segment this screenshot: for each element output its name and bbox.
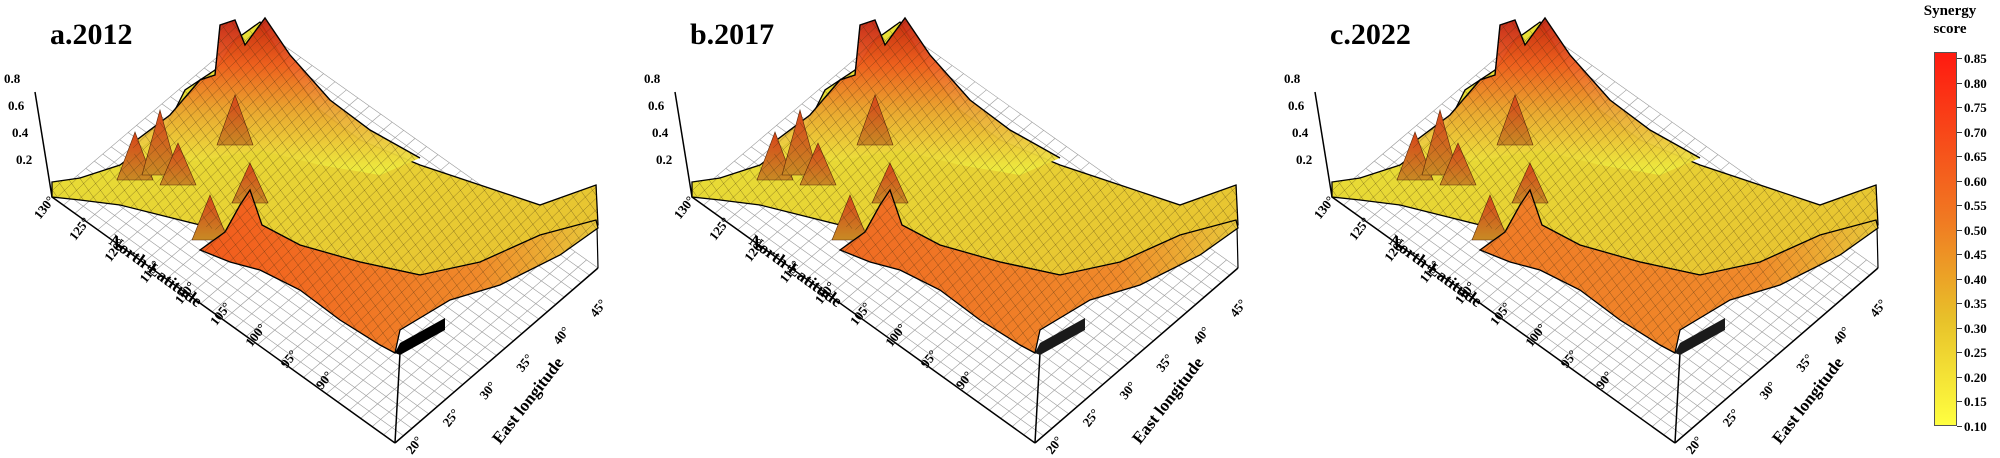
z-tick-label: 0.8 (1284, 71, 1301, 86)
lon-tick-label: 40° (550, 324, 573, 348)
colorbar-tick-mark (1957, 254, 1962, 256)
z-tick-label: 0.2 (1296, 152, 1312, 167)
colorbar-tick-mark (1957, 278, 1962, 280)
colorbar-tick-label: 0.15 (1964, 394, 1987, 410)
z-tick-label: 0.2 (16, 152, 32, 167)
colorbar-tick-mark (1957, 327, 1962, 329)
colorbar-tick-mark (1957, 107, 1962, 109)
lon-tick-label: 35° (1153, 351, 1176, 375)
legend-title-line1: Synergy (1923, 3, 1977, 19)
z-tick-label: 0.2 (656, 152, 672, 167)
z-axis-ticks: 0.8 0.6 0.4 0.2 (1284, 71, 1312, 167)
lon-tick-label: 35° (513, 351, 536, 375)
colorbar-tick-label: 0.40 (1964, 271, 1987, 287)
surface-plot: 0.80.60.40.2130°125°120°115°110°105°100°… (1284, 16, 1890, 457)
z-tick-label: 0.4 (652, 125, 669, 140)
lon-tick-label: 25° (1719, 406, 1742, 430)
z-tick-label: 0.6 (8, 98, 25, 113)
surface-plot: 0.80.60.40.2130°125°120°115°110°105°100°… (4, 16, 610, 457)
colorbar-tick-mark (1957, 229, 1962, 231)
z-tick-label: 0.6 (1288, 98, 1305, 113)
lon-tick-label: 30° (1116, 378, 1139, 402)
lon-tick-label: 35° (1793, 351, 1816, 375)
colorbar-tick-label: 0.25 (1964, 345, 1987, 361)
colorbar-tick-label: 0.75 (1964, 100, 1987, 116)
colorbar-tick-mark (1957, 426, 1962, 427)
colorbar-tick-mark (1957, 376, 1962, 378)
panel-a-2012: a.2012 0.8 0.6 0.4 0.2 130° 125° 120° 115° 110° 10… (0, 0, 640, 458)
legend-title-line2: score (1933, 21, 1967, 37)
panel-title: c.2022 (1330, 18, 1411, 51)
colorbar-tick-label: 0.20 (1964, 369, 1987, 385)
z-axis-ticks: 0.8 0.6 0.4 0.2 (4, 71, 32, 167)
z-tick-label: 0.4 (12, 125, 29, 140)
lon-tick-label: 20° (1043, 433, 1066, 457)
lon-tick-label: 30° (476, 378, 499, 402)
z-tick-label: 0.6 (648, 98, 665, 113)
lon-tick-label: 40° (1830, 324, 1853, 348)
colorbar-tick-mark (1957, 82, 1962, 84)
lon-tick-label: 20° (1683, 433, 1706, 457)
colorbar-tick-label: 0.50 (1964, 222, 1987, 238)
colorbar-tick-label: 0.80 (1964, 75, 1987, 91)
panel-title: b.2017 (690, 18, 775, 51)
colorbar-tick-label: 0.45 (1964, 247, 1987, 263)
colorbar-tick-mark (1957, 205, 1962, 207)
lon-tick-label: 20° (403, 433, 426, 457)
colorbar-tick-label: 0.55 (1964, 198, 1987, 214)
colorbar-tick-label: 0.10 (1964, 419, 1987, 434)
colorbar-tick-mark (1957, 180, 1962, 182)
z-tick-label: 0.8 (644, 71, 661, 86)
legend-title: Synergy score (1900, 2, 2000, 38)
colorbar-tick-mark (1957, 352, 1962, 354)
colorbar-tick-mark (1957, 303, 1962, 305)
colorbar-tick-label: 0.85 (1964, 51, 1987, 66)
colorbar-tick-mark (1957, 58, 1962, 59)
z-tick-label: 0.8 (4, 71, 21, 86)
lon-tick-label: 45° (1867, 296, 1890, 320)
colorbar-tick-label: 0.30 (1964, 320, 1987, 336)
lon-tick-label: 45° (1227, 296, 1250, 320)
panel-c-2022: c.2022 0.8 0.6 0.4 0.2 130° 125° 120° 115° 110° 10… (1280, 0, 1920, 458)
colorbar-tick-mark (1957, 156, 1962, 158)
z-tick-label: 0.4 (1292, 125, 1309, 140)
colorbar-tick-mark (1957, 401, 1962, 403)
colorbar-tick-label: 0.70 (1964, 124, 1987, 140)
colorbar-tick-label: 0.65 (1964, 149, 1987, 165)
lon-tick-label: 40° (1190, 324, 1213, 348)
colorbar-tick-label: 0.60 (1964, 173, 1987, 189)
lon-tick-label: 45° (587, 296, 610, 320)
surface-plot: 0.80.60.40.2130°125°120°115°110°105°100°… (644, 16, 1250, 457)
z-axis-ticks: 0.8 0.6 0.4 0.2 (644, 71, 672, 167)
panel-b-2017: b.2017 0.8 0.6 0.4 0.2 130° 125° 120° 115° 110° 10… (640, 0, 1280, 458)
panel-title: a.2012 (50, 18, 133, 51)
colorbar-legend: Synergy score 0.85 0.80 0.75 0.70 0.65 0.60 0.… (1900, 0, 2000, 458)
lon-tick-label: 25° (439, 406, 462, 430)
colorbar-gradient (1934, 52, 1957, 426)
lon-tick-label: 25° (1079, 406, 1102, 430)
colorbar-tick-label: 0.35 (1964, 296, 1987, 312)
lon-tick-label: 30° (1756, 378, 1779, 402)
colorbar-tick-mark (1957, 131, 1962, 133)
axes (674, 91, 1239, 444)
